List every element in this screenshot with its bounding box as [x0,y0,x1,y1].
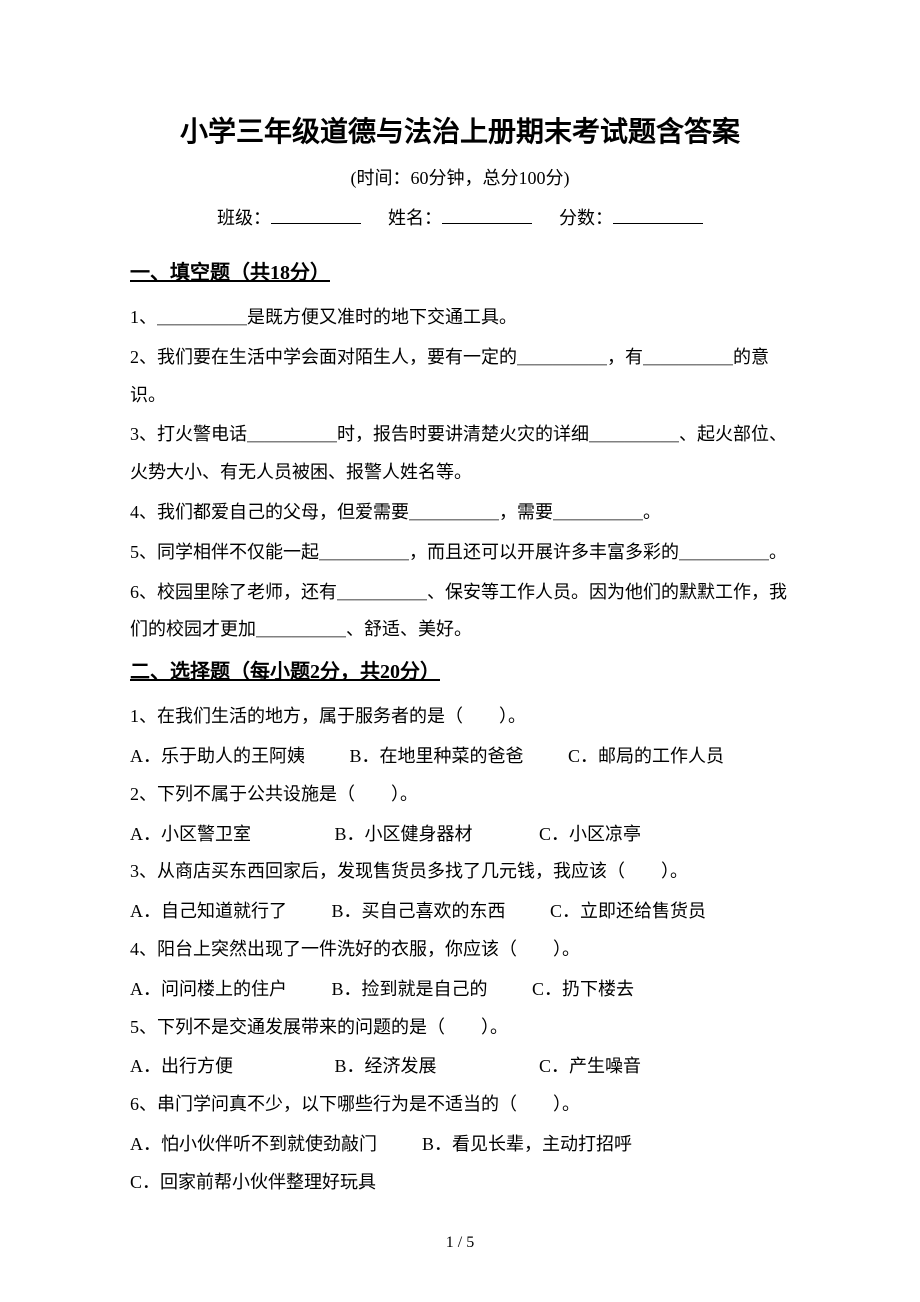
s2-q4-b: B．捡到就是自己的 [332,971,488,1009]
s2-q6-text: 6、串门学问真不少，以下哪些行为是不适当的（ ）。 [130,1086,790,1124]
class-blank [271,206,361,224]
s1-q3: 3、打火警电话＿＿＿＿＿时，报告时要讲清楚火灾的详细＿＿＿＿＿、起火部位、火势大… [130,416,790,492]
s2-q5-text: 5、下列不是交通发展带来的问题的是（ ）。 [130,1009,790,1047]
s2-q4-text: 4、阳台上突然出现了一件洗好的衣服，你应该（ ）。 [130,931,790,969]
section1-heading: 一、填空题（共18分） [130,256,790,285]
s2-q2-options: A．小区警卫室 B．小区健身器材 C．小区凉亭 [130,816,790,854]
s2-q6-options2: C．回家前帮小伙伴整理好玩具 [130,1164,790,1202]
s2-q6-options: A．怕小伙伴听不到就使劲敲门 B．看见长辈，主动打招呼 [130,1126,790,1164]
s2-q4-c: C．扔下楼去 [532,971,634,1009]
class-label: 班级： [217,208,271,228]
s2-q2-c: C．小区凉亭 [539,816,739,854]
s2-q5-options: A．出行方便 B．经济发展 C．产生噪音 [130,1048,790,1086]
s2-q4-a: A．问问楼上的住户 [130,971,287,1009]
score-blank [613,206,703,224]
s2-q3-c: C．立即还给售货员 [550,893,706,931]
s2-q2-b: B．小区健身器材 [335,816,535,854]
score-label: 分数： [559,208,613,228]
page-number: 1 / 5 [0,1234,920,1252]
s2-q4-options: A．问问楼上的住户 B．捡到就是自己的 C．扔下楼去 [130,971,790,1009]
s2-q5-a: A．出行方便 [130,1048,330,1086]
s2-q6-c: C．回家前帮小伙伴整理好玩具 [130,1172,376,1192]
name-blank [442,206,532,224]
s2-q3-b: B．买自己喜欢的东西 [332,893,506,931]
name-label: 姓名： [388,208,442,228]
s1-q4: 4、我们都爱自己的父母，但爱需要＿＿＿＿＿，需要＿＿＿＿＿。 [130,494,790,532]
s1-q5: 5、同学相伴不仅能一起＿＿＿＿＿，而且还可以开展许多丰富多彩的＿＿＿＿＿。 [130,534,790,572]
s2-q5-c: C．产生噪音 [539,1048,739,1086]
s2-q1-text: 1、在我们生活的地方，属于服务者的是（ ）。 [130,698,790,736]
s2-q2-text: 2、下列不属于公共设施是（ ）。 [130,776,790,814]
s2-q6-b: B．看见长辈，主动打招呼 [422,1134,632,1154]
page-subtitle: (时间：60分钟，总分100分) [130,164,790,190]
s2-q5-b: B．经济发展 [335,1048,535,1086]
s1-q1: 1、＿＿＿＿＿是既方便又准时的地下交通工具。 [130,299,790,337]
s2-q3-a: A．自己知道就行了 [130,893,287,931]
s2-q6-a: A．怕小伙伴听不到就使劲敲门 [130,1134,377,1154]
s2-q1-options: A．乐于助人的王阿姨 B．在地里种菜的爸爸 C．邮局的工作人员 [130,738,790,776]
s2-q1-b: B．在地里种菜的爸爸 [350,738,524,776]
section2-heading: 二、选择题（每小题2分，共20分） [130,655,790,684]
s2-q3-options: A．自己知道就行了 B．买自己喜欢的东西 C．立即还给售货员 [130,893,790,931]
s2-q3-text: 3、从商店买东西回家后，发现售货员多找了几元钱，我应该（ ）。 [130,853,790,891]
s1-q6: 6、校园里除了老师，还有＿＿＿＿＿、保安等工作人员。因为他们的默默工作，我们的校… [130,574,790,650]
s1-q2: 2、我们要在生活中学会面对陌生人，要有一定的＿＿＿＿＿，有＿＿＿＿＿的意识。 [130,339,790,415]
s2-q1-c: C．邮局的工作人员 [568,738,724,776]
page-title: 小学三年级道德与法治上册期末考试题含答案 [130,110,790,150]
info-line: 班级： 姓名： 分数： [130,204,790,230]
s2-q2-a: A．小区警卫室 [130,816,330,854]
s2-q1-a: A．乐于助人的王阿姨 [130,738,305,776]
